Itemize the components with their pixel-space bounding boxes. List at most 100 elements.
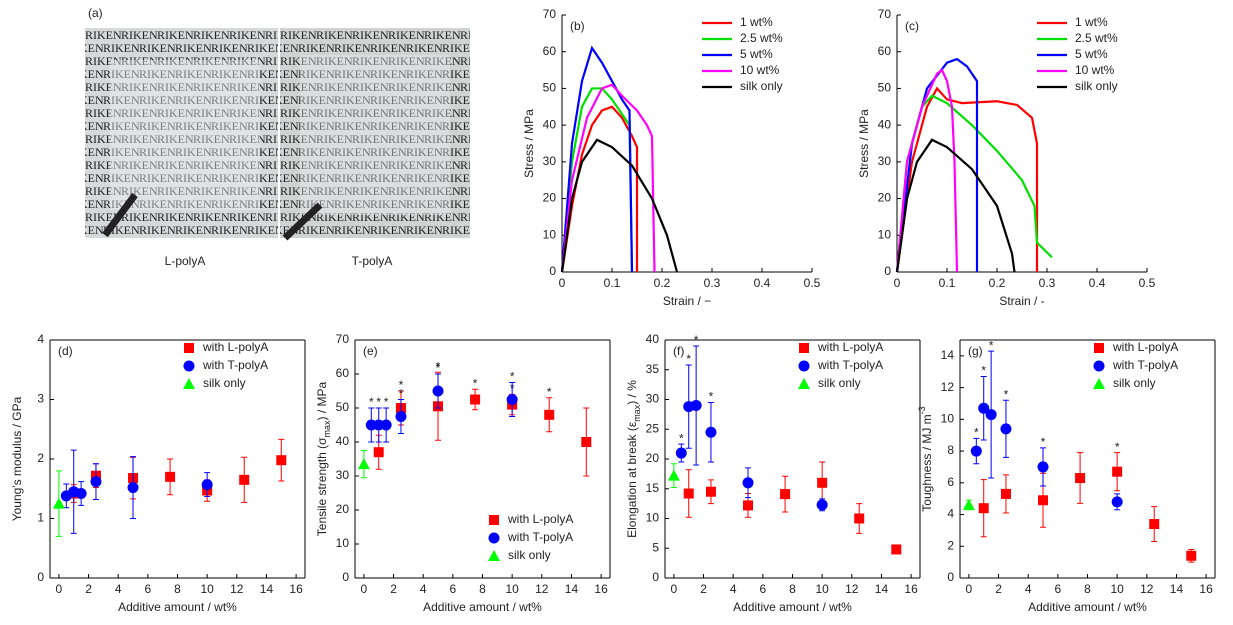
y-tick-label: 14 — [941, 348, 955, 362]
photo-text: RIKEN — [103, 171, 140, 185]
photo-text: RIKEN — [334, 171, 371, 185]
photo-text: RIKEN — [406, 197, 443, 211]
photo-text: RIKEN — [139, 41, 176, 55]
photo-text: RIKEN — [388, 210, 425, 224]
x-axis-label: Strain / − — [663, 294, 711, 308]
photo-text: RIKEN — [262, 197, 299, 211]
legend-label: with T-polyA — [817, 358, 883, 372]
x-axis-label: Strain / - — [999, 294, 1044, 308]
photo-text: RIKEN — [193, 210, 230, 224]
y-tick-label: 10 — [941, 412, 955, 426]
x-tick-label: 0.5 — [1139, 276, 1156, 290]
photo-text: RIKEN — [265, 80, 302, 94]
photo-text: RIKEN — [175, 171, 212, 185]
y-tick-label: 30 — [878, 154, 892, 168]
photo-text: RIKEN — [139, 119, 176, 133]
x-tick-label: 14 — [260, 582, 274, 596]
photo-text: RIKEN — [211, 67, 248, 81]
photo-text: RIKEN — [229, 158, 266, 172]
photo-text: RIKEN — [265, 106, 302, 120]
photo-text: RIKEN — [316, 158, 353, 172]
x-tick-label: 2 — [700, 582, 707, 596]
photo-text: RIKEN — [298, 119, 335, 133]
x-tick-label: 12 — [845, 582, 859, 596]
x-tick-label: 8 — [1084, 582, 1091, 596]
photo-text: RIKEN — [175, 223, 212, 237]
x-tick-label: 2 — [995, 582, 1002, 596]
photo-text: RIKEN — [370, 171, 407, 185]
panel-label: (d) — [58, 344, 73, 358]
photo-text: RIKEN — [85, 132, 122, 146]
marker — [798, 378, 810, 389]
photo-text: RIKEN — [139, 223, 176, 237]
marker — [690, 399, 702, 411]
photo-text: RIKEN — [121, 106, 158, 120]
curve — [895, 94, 1053, 273]
y-tick-label: 50 — [336, 400, 350, 414]
y-axis-label-part: Stress / MPa — [522, 109, 536, 178]
y-tick-label: 0 — [652, 570, 659, 584]
photo-text: RIKEN — [193, 158, 230, 172]
photo-text: RIKEN — [262, 67, 299, 81]
photo-text: RIKEN — [460, 106, 497, 120]
marker — [1112, 466, 1123, 477]
photo-text: RIKEN — [121, 132, 158, 146]
photo-text: RIKEN — [370, 197, 407, 211]
photo-text: RIKEN — [370, 119, 407, 133]
significance: * — [974, 426, 979, 440]
photo-text: RIKEN — [298, 223, 335, 237]
photo-text: RIKEN — [103, 119, 140, 133]
photo-text: RIKEN — [442, 171, 479, 185]
y-axis-label: Elongation at break (εmax) / % — [625, 380, 642, 538]
marker — [978, 402, 990, 414]
photo-text: RIKEN — [460, 132, 497, 146]
x-tick-label: 0 — [671, 582, 678, 596]
x-tick-label: 0 — [966, 582, 973, 596]
significance: * — [547, 385, 552, 399]
y-tick-label: 6 — [947, 475, 954, 489]
photo-text: RIKEN — [85, 28, 122, 42]
photo-text: RIKEN — [262, 145, 299, 159]
tweezers — [282, 202, 323, 241]
y-axis-label: Stress / MPa — [857, 109, 871, 178]
y-tick-label: 70 — [543, 7, 557, 21]
photo-text: RIKEN — [442, 223, 479, 237]
legend-label: 5 wt% — [740, 47, 773, 61]
curve — [895, 86, 1039, 273]
photo-text: RIKEN — [175, 41, 212, 55]
photo-text: RIKEN — [370, 41, 407, 55]
photo-text: RIKEN — [262, 93, 299, 107]
photo-text: RIKEN — [460, 210, 497, 224]
photo-text: RIKEN — [280, 132, 317, 146]
photo-text: RIKEN — [442, 93, 479, 107]
x-tick-label: 8 — [479, 582, 486, 596]
photo-text: RIKEN — [157, 210, 194, 224]
x-tick-label: 10 — [505, 582, 519, 596]
x-tick-label: 10 — [1110, 582, 1124, 596]
y-tick-label: 15 — [646, 481, 660, 495]
y-tick-label: 70 — [336, 332, 350, 346]
marker — [667, 469, 680, 481]
y-tick-label: 1 — [37, 511, 44, 525]
x-tick-label: 10 — [815, 582, 829, 596]
y-axis-label-part: Young's modulus / GPa — [10, 396, 24, 521]
curve — [560, 138, 679, 273]
photo-text: RIKEN — [211, 197, 248, 211]
marker — [1075, 473, 1086, 484]
marker — [432, 385, 444, 397]
marker — [1038, 495, 1049, 506]
legend-label: silk only — [1113, 376, 1156, 390]
photo-text: RIKEN — [157, 28, 194, 42]
x-tick-label: 16 — [1199, 582, 1213, 596]
photo-text: RIKEN — [247, 93, 284, 107]
photo-text: RIKEN — [370, 223, 407, 237]
curve — [560, 83, 656, 273]
photo-text: RIKEN — [424, 80, 461, 94]
photo-text: RIKEN — [139, 145, 176, 159]
y-tick-label: 10 — [543, 227, 557, 241]
significance: * — [1115, 440, 1120, 454]
x-axis-label: Additive amount / wt% — [118, 600, 237, 614]
marker — [395, 411, 407, 422]
y-axis-label-part: Tensile strength (σ — [315, 437, 329, 536]
